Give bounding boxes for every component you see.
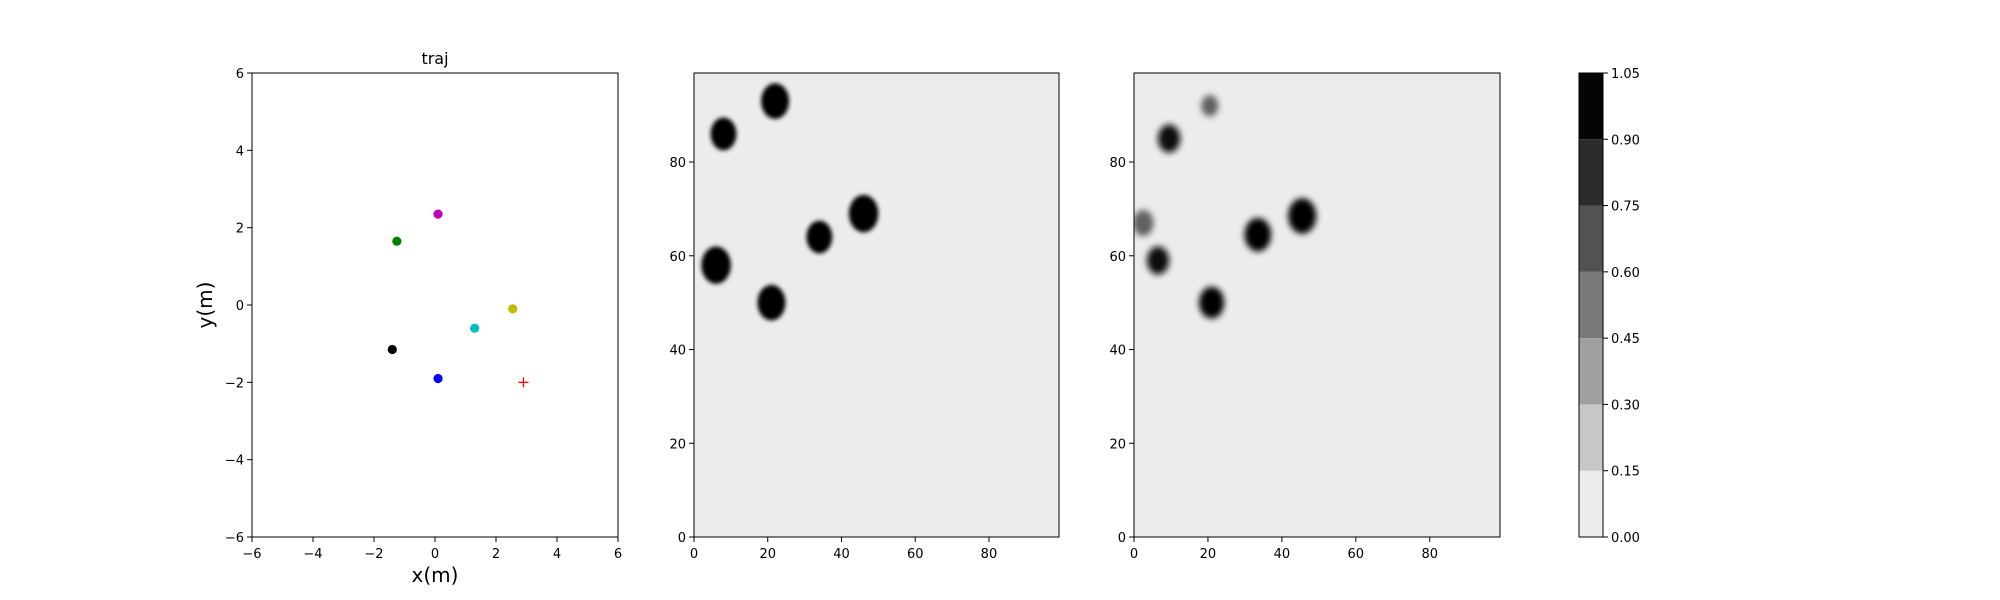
colorbar-tick-label: 0.15: [1611, 465, 1640, 480]
map1-x-ticks: 0 20 40 60 80: [690, 537, 997, 562]
traj-x-tick-label: −6: [242, 547, 261, 562]
colorbar-bands: [1579, 73, 1603, 537]
map1-y-tick-label: 80: [669, 156, 686, 171]
map1-obstacle-blob: [757, 285, 785, 321]
traj-point: [470, 324, 479, 333]
map2-y-tick-label: 40: [1109, 344, 1126, 359]
map2-x-tick-label: 60: [1348, 547, 1365, 562]
map1-y-tick-label: 60: [669, 250, 686, 265]
traj-y-tick-label: −4: [225, 454, 244, 469]
traj-title: traj: [421, 49, 448, 68]
traj-x-tick-label: 0: [431, 547, 439, 562]
colorbar-ticks: 0.00 0.15 0.30 0.45 0.60 0.75 0.90 1.05: [1603, 67, 1640, 546]
map2-obstacle-blob: [1201, 95, 1218, 117]
traj-x-axis-label: x(m): [412, 563, 459, 587]
map2-x-ticks: 0 20 40 60 80: [1130, 537, 1438, 562]
map1-x-tick-label: 0: [690, 547, 698, 562]
map2-x-tick-label: 20: [1200, 547, 1217, 562]
map2-obstacle-blob: [1147, 246, 1169, 274]
map1-x-tick-label: 80: [981, 547, 998, 562]
colorbar-band: [1579, 404, 1603, 470]
colorbar-band: [1579, 272, 1603, 338]
traj-y-tick-label: −2: [225, 376, 244, 391]
traj-x-tick-label: 6: [614, 547, 622, 562]
map1-y-tick-label: 0: [678, 531, 686, 546]
colorbar-tick-label: 0.75: [1611, 200, 1640, 215]
map1-obstacle-blob: [806, 221, 832, 254]
colorbar-band: [1579, 338, 1603, 404]
traj-x-tick-label: −2: [364, 547, 383, 562]
map2-y-ticks: 0 20 40 60 80: [1109, 156, 1134, 546]
map2-y-tick-label: 80: [1109, 156, 1126, 171]
colorbar-tick-label: 0.30: [1611, 398, 1640, 413]
traj-y-axis-label: y(m): [193, 282, 217, 329]
traj-y-tick-label: −6: [225, 531, 244, 546]
colorbar-tick-label: 0.90: [1611, 133, 1640, 148]
colorbar-tick-label: 0.45: [1611, 332, 1640, 347]
map1-obstacle-blob: [711, 118, 737, 151]
map1-obstacle-blob: [761, 83, 789, 119]
colorbar-band: [1579, 471, 1603, 537]
map2-obstacle-blob: [1133, 210, 1154, 236]
colorbar-band: [1579, 73, 1603, 139]
map-panel-2: 0 20 40 60 80 0 20 40 60 80: [1109, 73, 1500, 562]
traj-y-tick-label: 6: [236, 67, 244, 82]
map1-y-tick-label: 20: [669, 437, 686, 452]
colorbar-band: [1579, 139, 1603, 205]
traj-x-tick-label: 4: [553, 547, 561, 562]
map1-background: [694, 73, 1059, 537]
map1-y-tick-label: 40: [669, 344, 686, 359]
map2-x-tick-label: 80: [1421, 547, 1438, 562]
traj-y-tick-label: 0: [236, 299, 244, 314]
traj-point: [433, 210, 442, 219]
map1-x-tick-label: 40: [833, 547, 850, 562]
map2-background: [1134, 73, 1500, 537]
traj-point: [508, 304, 517, 313]
map1-obstacle-blob: [849, 195, 878, 232]
traj-x-tick-label: 2: [492, 547, 500, 562]
map-panel-1: 0 20 40 60 80 0 20 40 60 80: [669, 73, 1059, 562]
traj-y-tick-label: 2: [236, 222, 244, 237]
traj-x-tick-label: −4: [303, 547, 322, 562]
map2-obstacle-blob: [1199, 287, 1224, 319]
colorbar-tick-label: 0.00: [1611, 531, 1640, 546]
map1-x-tick-label: 20: [759, 547, 776, 562]
traj-point: [392, 237, 401, 246]
traj-y-ticks: −6 −4 −2 0 2 4 6: [225, 67, 252, 546]
map2-obstacle-blob: [1158, 125, 1180, 153]
colorbar-tick-label: 1.05: [1611, 67, 1640, 82]
map2-obstacle-blob: [1288, 198, 1316, 234]
map1-x-tick-label: 60: [907, 547, 924, 562]
map1-obstacle-blob: [701, 246, 730, 283]
map2-x-tick-label: 40: [1274, 547, 1291, 562]
map2-y-tick-label: 60: [1109, 250, 1126, 265]
traj-panel: traj −6 −4 −2 0 2 4 6 −6 −4 −2 0 2 4 6 x(m) y(m): [193, 49, 622, 587]
traj-y-tick-label: 4: [236, 144, 244, 159]
colorbar: 0.00 0.15 0.30 0.45 0.60 0.75 0.90 1.05: [1579, 67, 1640, 546]
map2-y-tick-label: 0: [1118, 531, 1126, 546]
traj-plot-area: [252, 73, 618, 537]
traj-point: [433, 374, 442, 383]
map2-y-tick-label: 20: [1109, 437, 1126, 452]
traj-point: [388, 345, 397, 354]
map2-x-tick-label: 0: [1130, 547, 1138, 562]
traj-x-ticks: −6 −4 −2 0 2 4 6: [242, 537, 622, 562]
colorbar-band: [1579, 206, 1603, 272]
map2-obstacle-blob: [1245, 218, 1272, 252]
colorbar-tick-label: 0.60: [1611, 266, 1640, 281]
map1-y-ticks: 0 20 40 60 80: [669, 156, 694, 546]
